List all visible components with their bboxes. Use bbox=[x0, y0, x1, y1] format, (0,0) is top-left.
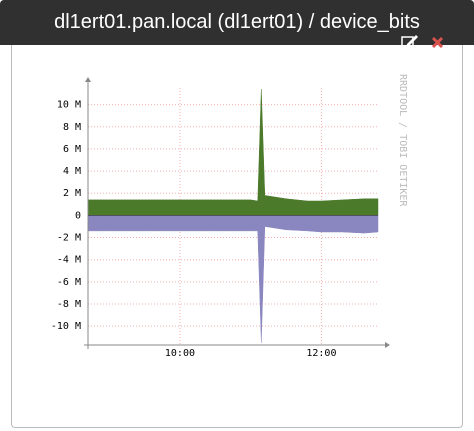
y-tick-label: 6 M bbox=[63, 144, 81, 155]
watermark: RRDTOOL / TOBI OETIKER bbox=[397, 74, 408, 207]
y-tick-label: -10 M bbox=[51, 321, 81, 332]
x-tick-label: 10:00 bbox=[165, 348, 195, 359]
y-tick-label: 2 M bbox=[63, 188, 81, 199]
x-axis-arrow bbox=[385, 342, 390, 348]
widget-body bbox=[11, 45, 463, 428]
series-area bbox=[87, 215, 379, 343]
series-area bbox=[87, 89, 379, 216]
close-icon[interactable] bbox=[431, 36, 444, 49]
y-tick-label: -6 M bbox=[57, 277, 81, 288]
y-tick-label: 4 M bbox=[63, 166, 81, 177]
y-tick-label: 0 bbox=[75, 210, 81, 221]
y-tick-label: -4 M bbox=[57, 255, 81, 266]
y-tick-label: 10 M bbox=[57, 100, 81, 111]
y-tick-label: -2 M bbox=[57, 233, 81, 244]
x-tick-label: 12:00 bbox=[306, 348, 336, 359]
widget-title: dl1ert01.pan.local (dl1ert01) / device_b… bbox=[54, 11, 420, 33]
y-tick-label: -8 M bbox=[57, 299, 81, 310]
y-tick-label: 8 M bbox=[63, 122, 81, 133]
edit-icon[interactable] bbox=[401, 35, 418, 49]
widget-header: dl1ert01.pan.local (dl1ert01) / device_b… bbox=[0, 0, 474, 45]
y-axis-arrow bbox=[85, 77, 91, 82]
